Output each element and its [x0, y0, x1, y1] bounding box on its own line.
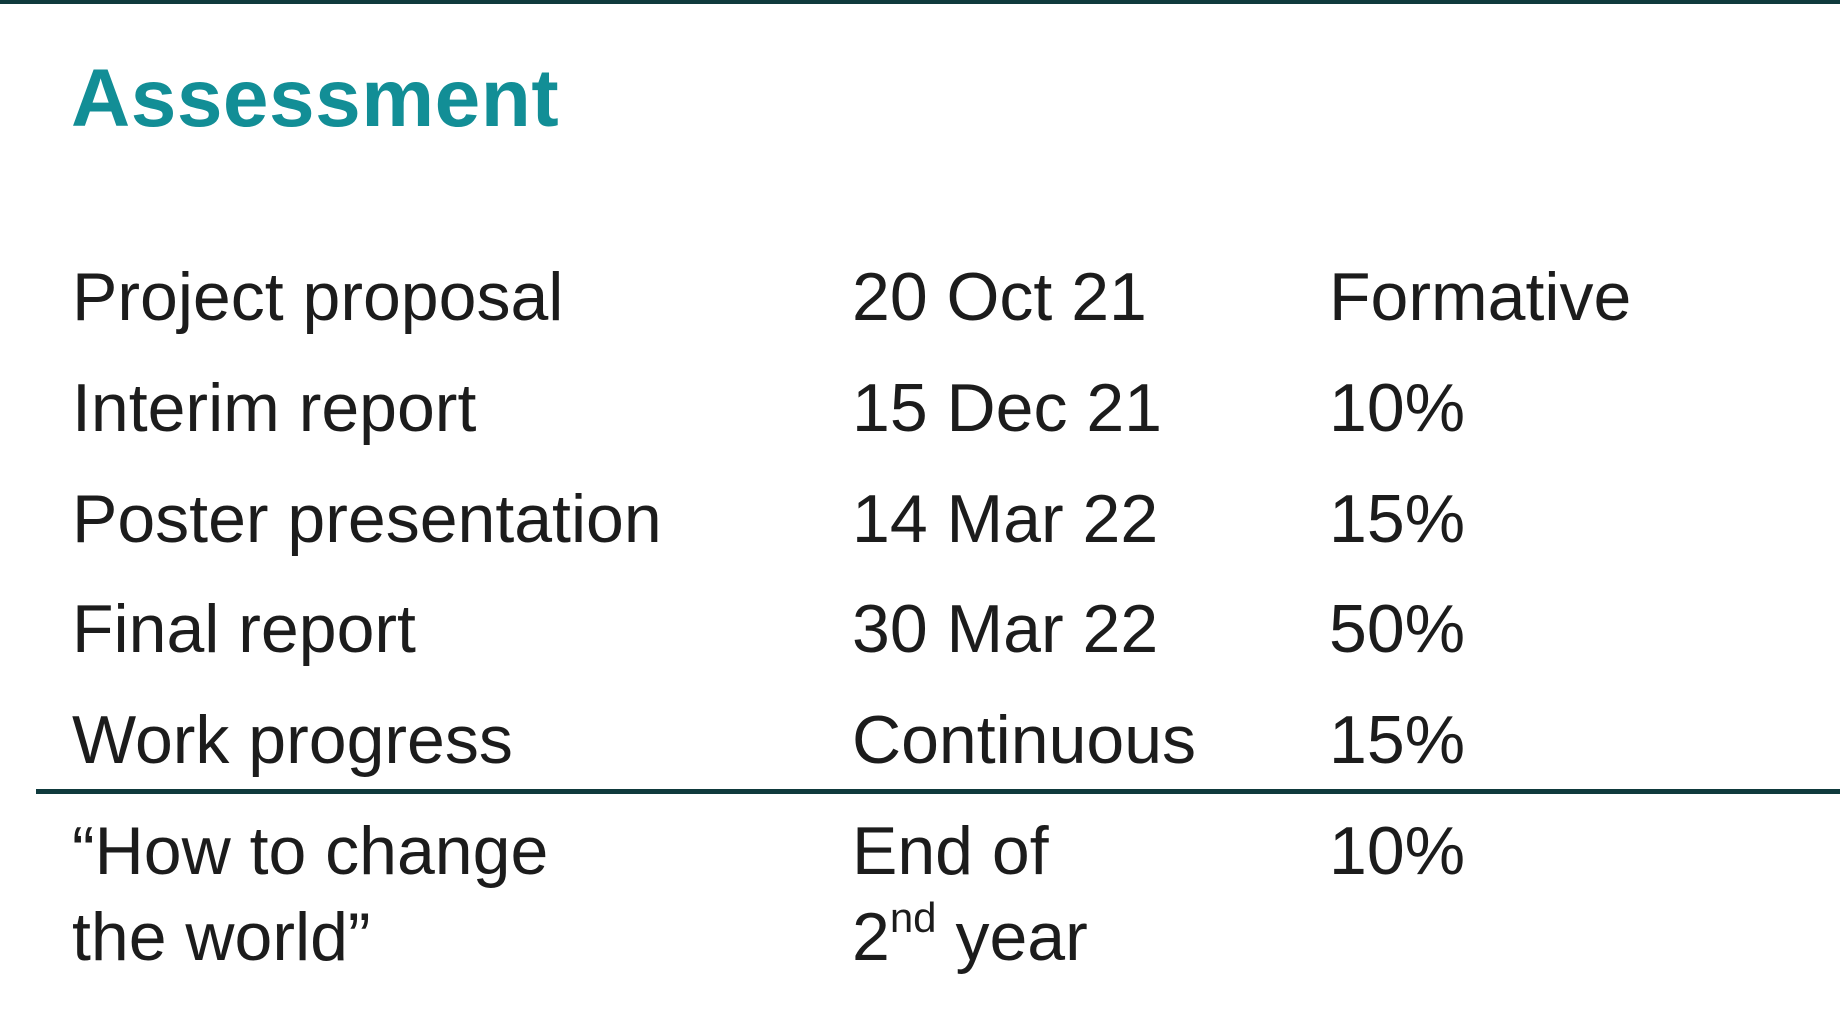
assessment-weight: Formative — [1329, 259, 1632, 335]
assessment-weight: 15% — [1329, 702, 1466, 778]
assessment-weight: 50% — [1329, 591, 1466, 667]
assessment-date: 14 Mar 22 — [852, 481, 1159, 557]
assessment-weight: 10% — [1329, 370, 1466, 446]
date-year-word: year — [936, 899, 1088, 975]
table-row: Poster presentation 14 Mar 22 15% — [0, 476, 1840, 576]
assessment-item: Final report — [72, 591, 416, 667]
date-ordinal-suffix: nd — [889, 894, 937, 941]
table-row: Work progress Continuous 15% — [0, 697, 1840, 797]
assessment-weight: 10% — [1329, 813, 1466, 889]
assessment-date: 30 Mar 22 — [852, 591, 1159, 667]
assessment-date: 20 Oct 21 — [852, 259, 1147, 335]
assessment-item: “How to change the world” — [72, 808, 548, 980]
table-row: Final report 30 Mar 22 50% — [0, 586, 1840, 686]
assessment-item: Work progress — [72, 702, 513, 778]
assessment-weight: 15% — [1329, 481, 1466, 557]
table-row: Project proposal 20 Oct 21 Formative — [0, 254, 1840, 354]
date-line-1: End of — [852, 813, 1049, 889]
item-line-1: “How to change — [72, 813, 549, 889]
item-line-2: the world” — [72, 899, 371, 975]
assessment-date: 15 Dec 21 — [852, 370, 1162, 446]
top-border-rule — [0, 0, 1840, 4]
assessment-item: Project proposal — [72, 259, 564, 335]
assessment-item: Poster presentation — [72, 481, 662, 557]
table-row: Interim report 15 Dec 21 10% — [0, 365, 1840, 465]
date-line-2: 2nd year — [852, 894, 1088, 980]
slide-title: Assessment — [71, 53, 560, 144]
date-ordinal-number: 2 — [852, 899, 890, 975]
table-divider — [36, 789, 1840, 794]
assessment-date: Continuous — [852, 702, 1197, 778]
table-row-extra: “How to change the world” End of 2nd yea… — [0, 808, 1840, 998]
assessment-date: End of 2nd year — [852, 808, 1088, 980]
assessment-item: Interim report — [72, 370, 477, 446]
